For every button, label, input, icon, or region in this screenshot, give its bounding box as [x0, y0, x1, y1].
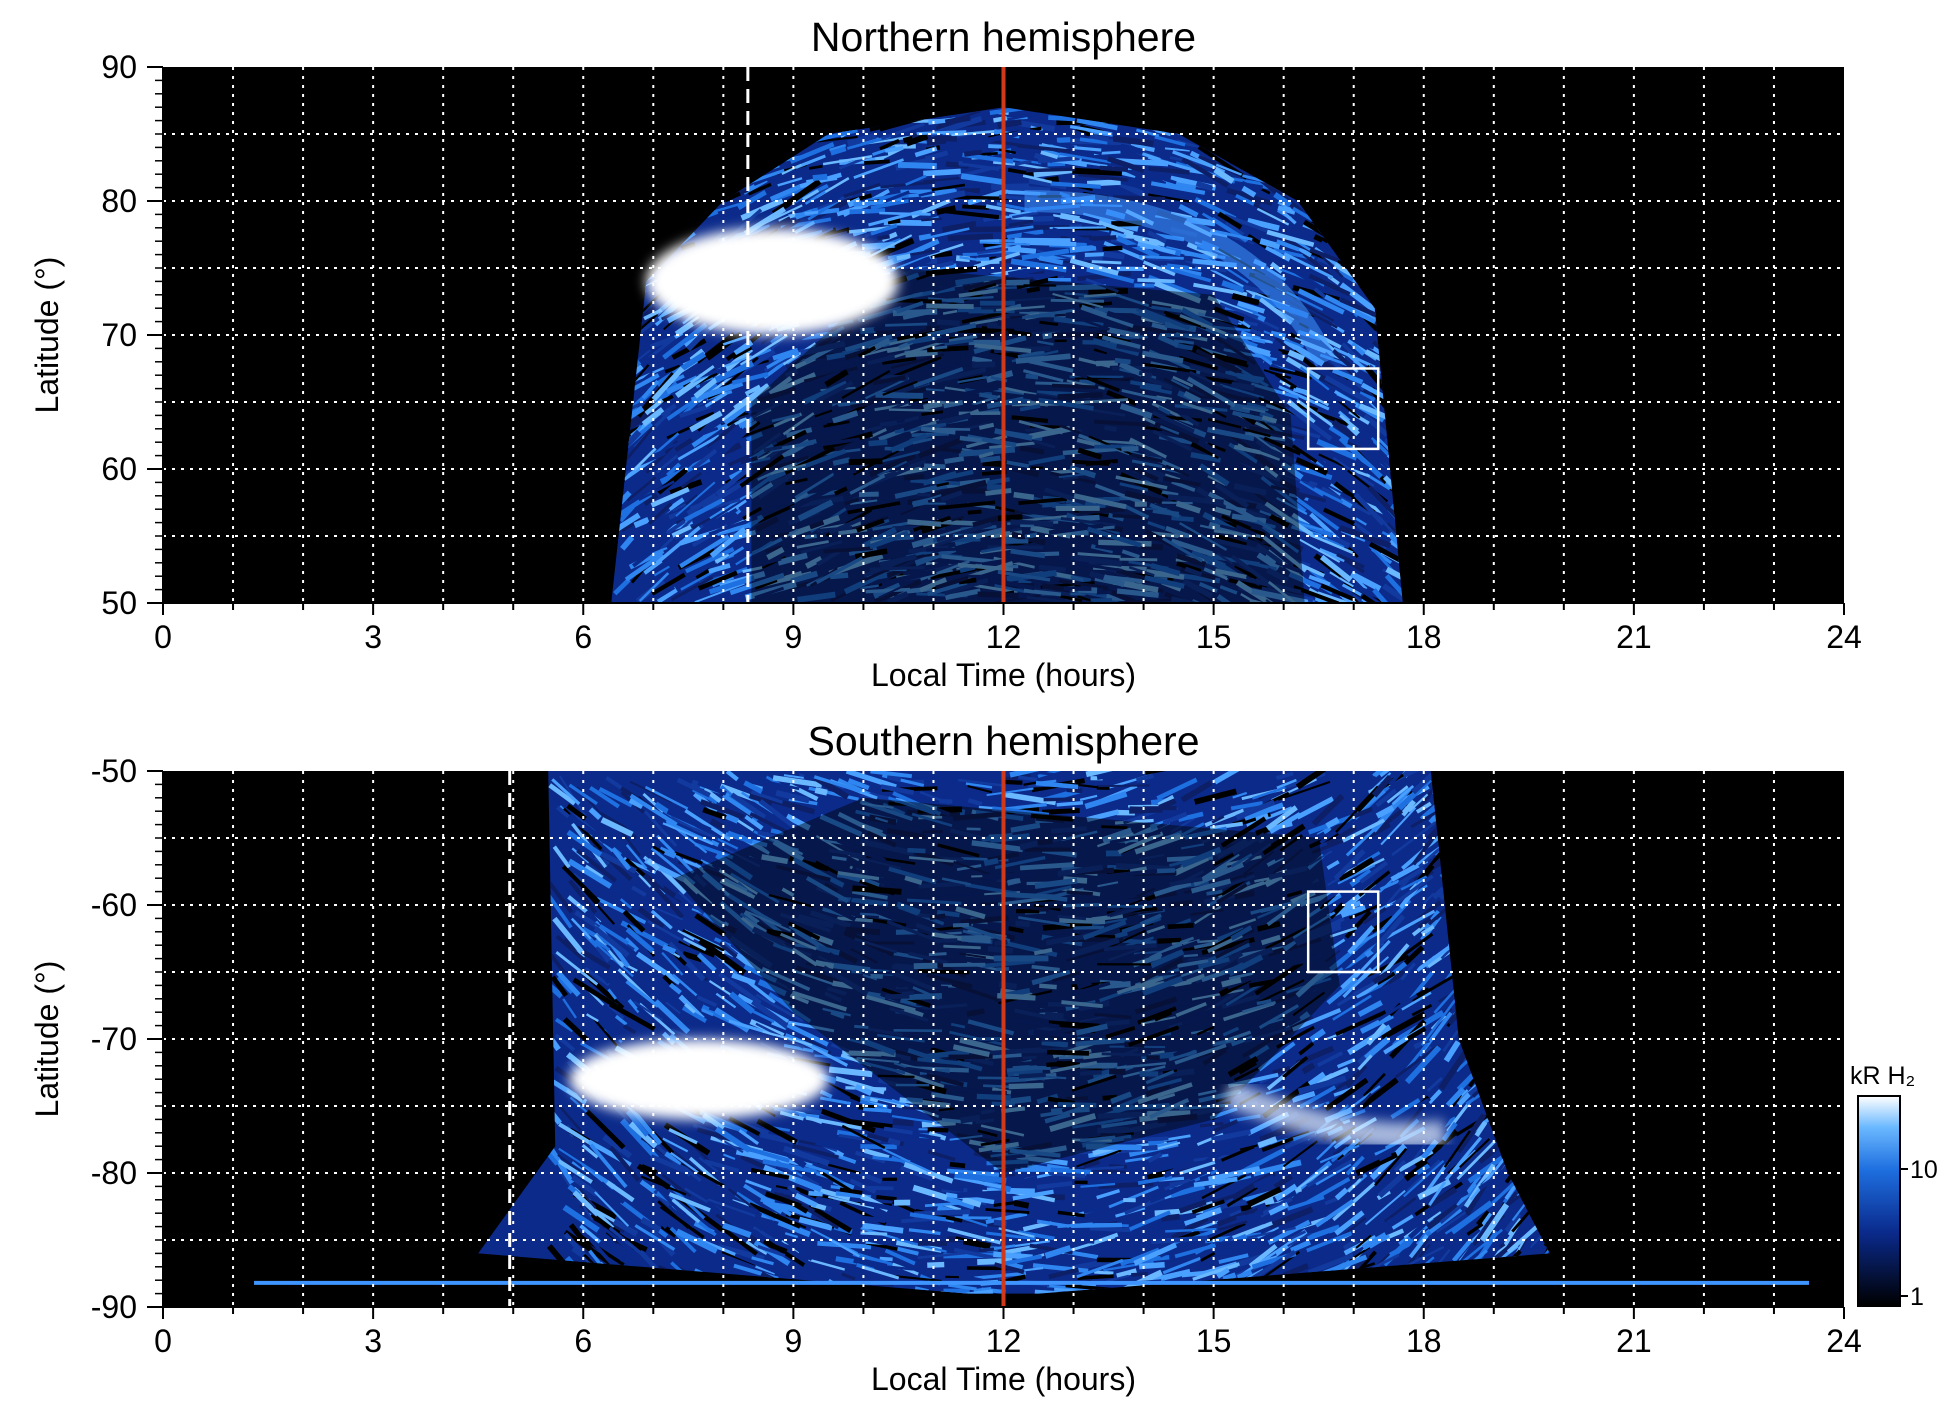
y-tick-label: -60 [91, 887, 137, 923]
x-tick-label: 21 [1616, 619, 1652, 655]
x-tick-label: 18 [1406, 619, 1442, 655]
y-tick-label: -90 [91, 1289, 137, 1325]
x-tick-label: 0 [154, 619, 172, 655]
y-tick-label: 50 [101, 585, 137, 621]
dusk-oval-arc [1024, 190, 1336, 367]
grid [163, 771, 1844, 1307]
x-tick-label: 9 [784, 1323, 802, 1359]
bright-emission-region [646, 227, 899, 335]
polar-cap-shadow [751, 268, 1305, 603]
colorbar-gradient [1857, 1095, 1901, 1307]
grid [163, 67, 1844, 603]
x-tick-label: 0 [154, 1323, 172, 1359]
x-tick-label: 18 [1406, 1323, 1442, 1359]
region-box [1306, 890, 1380, 974]
x-tick-label: 6 [574, 1323, 592, 1359]
y-tick-label: 90 [101, 49, 137, 85]
y-tick-label: 70 [101, 317, 137, 353]
y-tick-label: -50 [91, 753, 137, 789]
colorbar: kR H₂ 10 1 [1850, 1062, 1938, 1311]
x-tick-label: 21 [1616, 1323, 1652, 1359]
x-tick-label: 9 [784, 619, 802, 655]
bright-emission-region [569, 1039, 829, 1120]
y-tick-label: -70 [91, 1021, 137, 1057]
x-axis-label: Local Time (hours) [871, 657, 1136, 693]
colorbar-label: kR H₂ [1850, 1062, 1915, 1090]
y-tick-label: 60 [101, 451, 137, 487]
emission-envelope [478, 771, 1550, 1294]
y-tick-label: -80 [91, 1155, 137, 1191]
x-tick-label: 3 [364, 619, 382, 655]
x-tick-label: 24 [1826, 619, 1862, 655]
x-tick-label: 12 [986, 1323, 1022, 1359]
x-tick-label: 12 [986, 619, 1022, 655]
x-tick-label: 15 [1196, 1323, 1232, 1359]
x-axis-label: Local Time (hours) [871, 1361, 1136, 1397]
y-tick-label: 80 [101, 183, 137, 219]
x-tick-label: 6 [574, 619, 592, 655]
colorbar-tick-label: 1 [1910, 1283, 1924, 1311]
polar-cap-shadow [674, 797, 1340, 1173]
dusk-oval-arc [1222, 1080, 1447, 1149]
x-tick-label: 3 [364, 1323, 382, 1359]
region-box [1306, 367, 1380, 451]
y-axis-label: Latitude (°) [29, 961, 65, 1118]
x-tick-label: 15 [1196, 619, 1232, 655]
southern-hemisphere-panel: Southern hemisphere 0 3 6 9 12 15 18 21 24 -50 -60 -… [29, 718, 1862, 1397]
colorbar-tick-label: 10 [1910, 1156, 1938, 1184]
chart-title: Northern hemisphere [811, 14, 1196, 60]
y-axis-label: Latitude (°) [29, 257, 65, 414]
northern-hemisphere-panel: Northern hemisphere 0 3 6 9 12 15 18 21 24 50 60 70 8… [29, 14, 1862, 693]
chart-title: Southern hemisphere [807, 718, 1199, 764]
x-tick-label: 24 [1826, 1323, 1862, 1359]
